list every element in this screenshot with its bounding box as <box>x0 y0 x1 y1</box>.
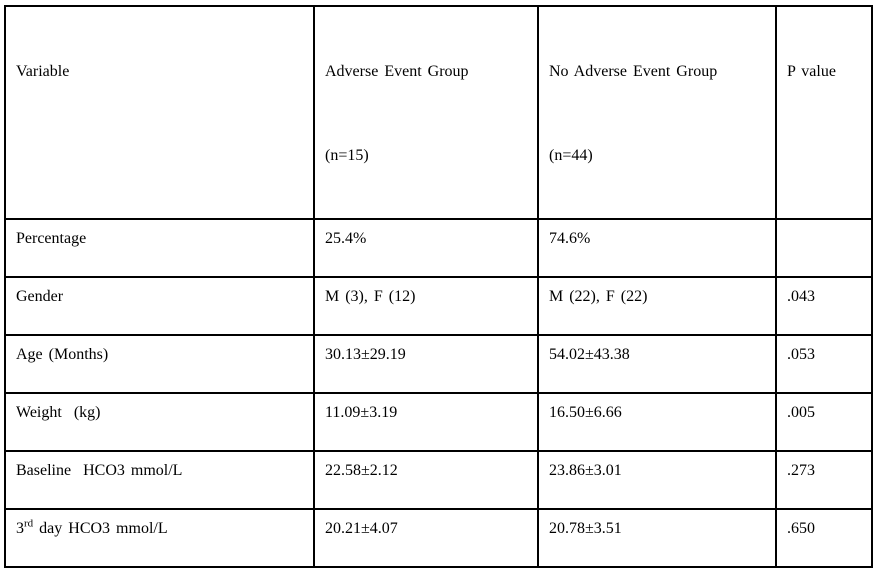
cell-variable: Percentage <box>4 217 315 278</box>
table-row-third-day-hco3: 3rd day HCO3 mmol/L 20.21±4.07 20.78±3.5… <box>4 507 873 568</box>
header-cell-variable: Variable <box>4 5 315 220</box>
header-cell-adverse-group: Adverse Event Group (n=15) <box>313 5 539 220</box>
header-row: Variable Adverse Event Group (n=15) No A… <box>4 5 873 220</box>
cell-variable: Weight (kg) <box>4 391 315 452</box>
ordinal-superscript: rd <box>24 517 34 530</box>
cell-adverse-value: 22.58±2.12 <box>313 449 539 510</box>
cell-p-value: .650 <box>775 507 873 568</box>
cell-p-value: .005 <box>775 391 873 452</box>
document-page: Variable Adverse Event Group (n=15) No A… <box>4 5 873 568</box>
cell-p-value: .273 <box>775 449 873 510</box>
cell-variable: 3rd day HCO3 mmol/L <box>4 507 315 568</box>
table-row-baseline-hco3: Baseline HCO3 mmol/L 22.58±2.12 23.86±3.… <box>4 449 873 510</box>
table-row-weight: Weight (kg) 11.09±3.19 16.50±6.66 .005 <box>4 391 873 452</box>
cell-adverse-value: M (3), F (12) <box>313 275 539 336</box>
header-cell-no-adverse-group: No Adverse Event Group (n=44) <box>537 5 777 220</box>
cell-variable: Baseline HCO3 mmol/L <box>4 449 315 510</box>
cell-no-adverse-value: 74.6% <box>537 217 777 278</box>
cell-adverse-value: 25.4% <box>313 217 539 278</box>
cell-adverse-value: 30.13±29.19 <box>313 333 539 394</box>
cell-variable: Gender <box>4 275 315 336</box>
variable-text: day HCO3 mmol/L <box>33 519 168 537</box>
table-row-age: Age (Months) 30.13±29.19 54.02±43.38 .05… <box>4 333 873 394</box>
variable-text: 3 <box>16 519 24 537</box>
header-title: Adverse Event Group <box>325 63 469 81</box>
cell-no-adverse-value: 20.78±3.51 <box>537 507 777 568</box>
header-cell-p-value: P value <box>775 5 873 220</box>
cell-variable: Age (Months) <box>4 333 315 394</box>
table-row-gender: Gender M (3), F (12) M (22), F (22) .043 <box>4 275 873 336</box>
cell-no-adverse-value: 23.86±3.01 <box>537 449 777 510</box>
table-row-percentage: Percentage 25.4% 74.6% <box>4 217 873 278</box>
cell-no-adverse-value: M (22), F (22) <box>537 275 777 336</box>
header-subtitle: (n=15) <box>325 146 369 164</box>
cell-no-adverse-value: 54.02±43.38 <box>537 333 777 394</box>
header-title: P value <box>787 63 836 81</box>
header-title: Variable <box>16 63 70 81</box>
cell-p-value: .053 <box>775 333 873 394</box>
cell-adverse-value: 20.21±4.07 <box>313 507 539 568</box>
cell-adverse-value: 11.09±3.19 <box>313 391 539 452</box>
header-subtitle: (n=44) <box>549 146 593 164</box>
header-title: No Adverse Event Group <box>549 63 718 81</box>
cell-no-adverse-value: 16.50±6.66 <box>537 391 777 452</box>
cell-p-value: .043 <box>775 275 873 336</box>
adverse-events-table: Variable Adverse Event Group (n=15) No A… <box>4 5 873 568</box>
cell-p-value <box>775 217 873 278</box>
